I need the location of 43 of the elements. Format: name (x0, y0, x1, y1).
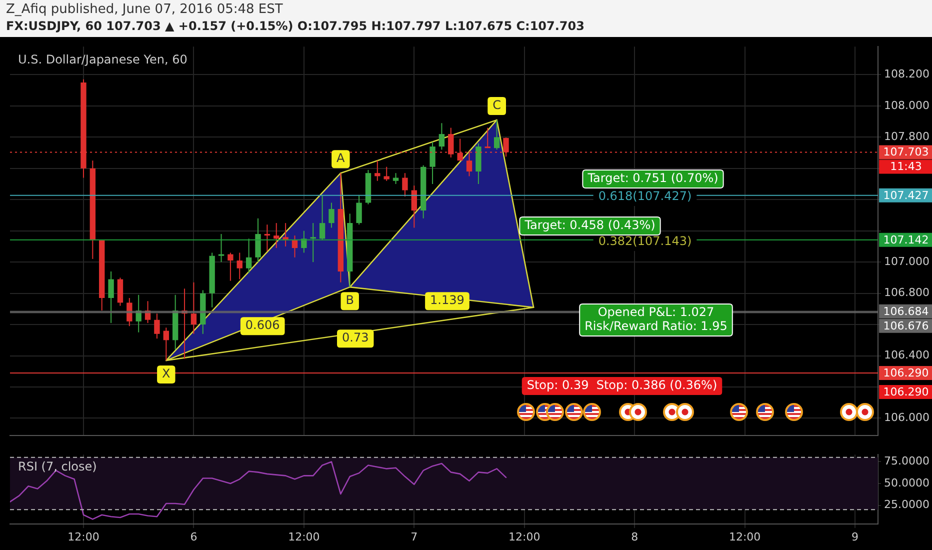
x-tick-label: 8 (631, 530, 638, 544)
y-tick-label: 107.800 (884, 130, 930, 144)
x-tick-label: 12:00 (288, 530, 320, 544)
legend-label: 106.676 (883, 319, 929, 332)
annotation: Opened P&L: 1.027 Risk/Reward Ratio: 1.95 (584, 305, 728, 334)
annotation: 0.618(107.427) (598, 189, 692, 204)
x-tick-label: 6 (190, 530, 198, 544)
y-tick-label: 107.000 (884, 254, 930, 268)
annotation: 0.382(107.143) (598, 234, 692, 248)
annotation: 1.139 (430, 293, 464, 308)
y-tick-label: 75.0000 (884, 454, 930, 468)
ref-line-label: 106.684 (883, 304, 929, 318)
x-tick-label: 7 (410, 530, 418, 544)
ref-line-label: 107.142 (883, 233, 929, 246)
y-tick-label: 108.200 (884, 68, 930, 81)
text: RSI (7, close) (18, 460, 97, 474)
x-tick-label: 12:00 (508, 530, 540, 544)
data-label: X (162, 366, 170, 381)
y-tick-label: 106.000 (884, 411, 930, 424)
annotation: Stop: 0.39 Stop: 0.386 (0.36%) (526, 378, 718, 392)
x-tick-label: 9 (852, 530, 859, 544)
text: 106.290 (883, 385, 929, 398)
ref-line-label: 107.703 (883, 146, 929, 159)
x-tick-label: 12:00 (68, 530, 100, 544)
chart-title: Z_Afiq published, June 07, 2016 05:48 EST (6, 2, 283, 17)
ref-line-label: 107.427 (883, 188, 929, 202)
y-tick-label: 106.400 (884, 348, 930, 362)
annotation: 0.73 (342, 330, 369, 345)
data-label: A (336, 151, 346, 166)
data-label: C (492, 98, 502, 112)
annotation: U.S. Dollar/Japanese Yen, 60 (18, 52, 188, 67)
y-tick-label: 106.800 (884, 286, 930, 300)
x-tick-label: 12:00 (728, 530, 761, 544)
y-tick-label: 108.000 (884, 98, 930, 112)
annotation: 0.606 (245, 318, 280, 332)
text: 11:43 (890, 160, 922, 174)
ref-line-label: 106.290 (883, 366, 929, 380)
annotation: Target: 0.751 (0.70%) (586, 171, 718, 186)
annotation: Target: 0.458 (0.43%) (524, 218, 656, 232)
data-label: B (346, 293, 354, 308)
chart-subtitle: FX:USDJPY, 60 107.703 ▲ +0.157 (+0.15%) O:107.795 H:107.797 L:107.675 C:107.703 (6, 19, 584, 33)
y-tick-label: 50.0000 (884, 476, 930, 490)
y-tick-label: 25.0000 (884, 498, 930, 512)
